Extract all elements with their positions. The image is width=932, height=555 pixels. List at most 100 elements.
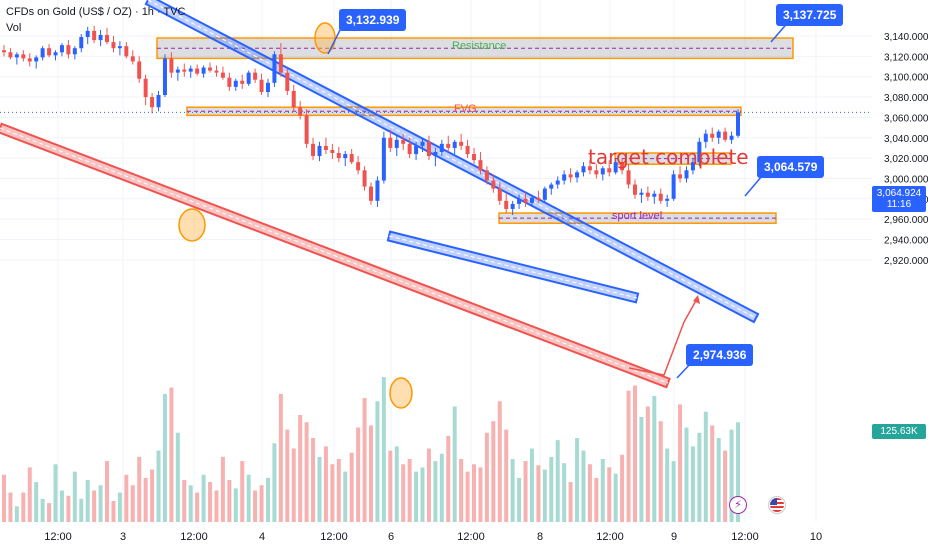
candle-body: [227, 77, 232, 87]
volume-bar: [369, 425, 373, 522]
candle-body: [562, 174, 567, 181]
volume-bar: [150, 469, 155, 522]
target-callout[interactable]: 3,064.579: [757, 156, 825, 178]
volume-label: Vol: [6, 22, 22, 34]
price-axis[interactable]: 3,140.000 3,120.000 3,100.000 3,080.000 3,06…: [884, 32, 929, 267]
candle-body: [72, 48, 77, 55]
candle-body: [105, 34, 110, 43]
volume-bar: [195, 492, 200, 522]
current-price-value: 3,064.924: [876, 188, 922, 199]
candle-body: [639, 192, 644, 195]
volume-bar: [272, 443, 277, 522]
countdown-value: 11:16: [886, 199, 912, 210]
volume-bar: [414, 471, 419, 522]
candle-body: [47, 48, 52, 56]
volume-bar: [291, 448, 296, 522]
candle-body: [703, 133, 708, 142]
volume-bar: [517, 477, 522, 522]
candle-body: [330, 149, 335, 154]
candle-body: [34, 57, 39, 62]
candle-body: [40, 48, 45, 58]
candle-body: [613, 162, 618, 173]
volume-bar: [510, 459, 515, 522]
resistance-top-callout[interactable]: 3,137.725: [776, 4, 844, 26]
candle-body: [517, 198, 522, 204]
candle-body: [504, 200, 509, 209]
candle-body: [523, 198, 528, 203]
volume-bar: [613, 473, 618, 522]
volume-bar: [278, 393, 283, 522]
candle-body: [156, 95, 161, 108]
price-tick-label: 3,140.000: [884, 32, 929, 43]
candle-body: [607, 168, 612, 173]
time-tick-label: 3: [120, 531, 126, 543]
candle-body: [175, 69, 180, 73]
candle-body: [671, 174, 676, 199]
volume-bar: [259, 485, 264, 522]
volume-bar: [652, 396, 657, 522]
volume-bar: [678, 404, 683, 522]
candles: [2, 25, 740, 216]
volume-bar: [21, 492, 26, 522]
high-callout[interactable]: 3,132.939: [339, 9, 407, 31]
volume-value-badge: 125.63K: [872, 424, 926, 439]
markers[interactable]: [0, 19, 872, 409]
volume-bar: [459, 459, 464, 522]
candle-body: [401, 139, 406, 144]
price-tick-label: 3,120.000: [884, 52, 929, 63]
candle-body: [433, 151, 438, 157]
volume-bar: [47, 503, 52, 522]
volume-bar: [529, 448, 534, 522]
volume-bar: [407, 459, 412, 522]
candle-body: [407, 143, 412, 155]
current-price-badge[interactable]: 3,064.924 11:16: [872, 186, 926, 212]
candle-body: [220, 72, 225, 78]
price-tick-label: 2,940.000: [884, 236, 929, 247]
volume-bar: [53, 464, 58, 522]
volume-bar: [323, 446, 328, 522]
volume-bar: [600, 459, 605, 522]
candle-body: [690, 162, 695, 171]
candle-body: [375, 180, 380, 201]
candle-body: [317, 145, 322, 157]
candle-body: [581, 166, 586, 173]
candle-body: [587, 166, 592, 171]
volume-bar: [124, 474, 129, 522]
volume-bar: [491, 421, 496, 522]
trend-channels[interactable]: [0, 0, 760, 389]
volume-bar: [671, 461, 676, 522]
candle-body: [658, 193, 663, 201]
volume-bar: [105, 461, 110, 522]
arrow-head: [693, 295, 700, 304]
volume-bar: [117, 492, 122, 522]
blue-descending-channel: [144, 0, 760, 324]
time-axis[interactable]: 12:00 3 12:00 4 12:00 6 12:00 8 12:00 9 12:00 10: [44, 531, 822, 543]
volume-bar: [381, 377, 386, 522]
volume-bar: [587, 464, 592, 522]
volume-bar: [736, 422, 740, 522]
candle-body: [549, 184, 554, 189]
low-callout[interactable]: 2,974.936: [686, 344, 754, 366]
candle-body: [253, 72, 258, 80]
zones[interactable]: [156, 37, 794, 224]
candle-body: [2, 50, 6, 53]
time-tick-label: 8: [537, 531, 543, 543]
candle-body: [182, 69, 187, 72]
candle-body: [723, 131, 728, 140]
volume-bar: [27, 467, 32, 522]
candle-body: [137, 61, 142, 79]
candle-body: [497, 188, 502, 201]
us-flag-icon[interactable]: [768, 496, 786, 514]
candle-body: [259, 79, 264, 92]
volume-bar: [336, 459, 341, 522]
candle-body: [684, 170, 689, 179]
volume-bar: [111, 501, 116, 522]
price-tick-label: 3,080.000: [884, 93, 929, 104]
candle-body: [130, 56, 135, 62]
highlight-circle: [314, 22, 336, 54]
lightning-icon[interactable]: ⚡: [729, 496, 747, 514]
red-descending-channel-center: [0, 127, 669, 384]
volume-bar: [375, 401, 380, 522]
